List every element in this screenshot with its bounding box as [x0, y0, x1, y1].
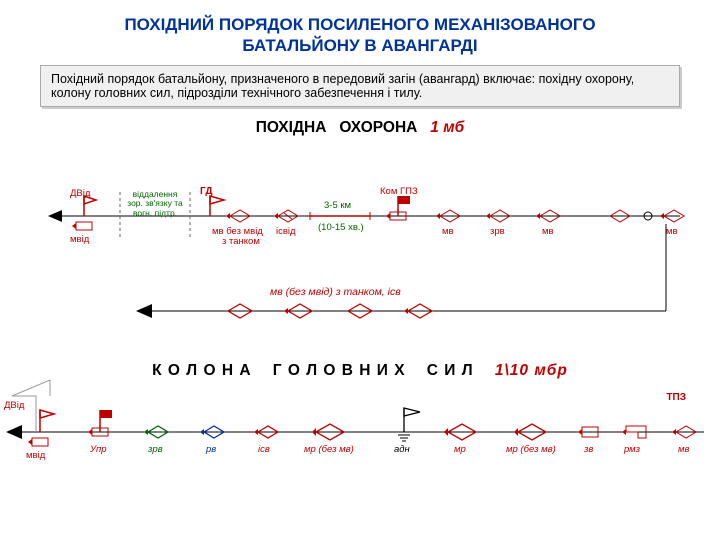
r3-isv: ісв — [258, 444, 270, 455]
lbl-viddal: віддалення зор. зв'язку та вогн. підтр. — [124, 190, 186, 218]
lbl-gd: ГД — [200, 186, 213, 197]
row-okhorona: ДВід мвід віддалення зор. зв'язку та вог… — [40, 186, 700, 246]
lbl-mvid: мвід — [70, 234, 89, 245]
lbl-zrv: зрв — [490, 226, 505, 237]
r3-zv: зв — [584, 444, 593, 455]
row-kolona: ДВід мвід Упр зрв рв ісв мр (без мв) адн… — [4, 400, 710, 464]
lbl-ztankom: з танком — [222, 236, 260, 247]
lbl-komgpz: Ком ГПЗ — [380, 186, 418, 197]
lbl-1015: (10-15 хв.) — [318, 222, 364, 233]
title-line-2: БАТАЛЬЙОНУ В АВАНГАРДІ — [242, 36, 477, 55]
lbl-isvid: ісвід — [276, 226, 296, 237]
section1-title: ПОХІДНА ОХОРОНА 1 мб — [0, 119, 720, 137]
r3-mv: мв — [678, 444, 689, 455]
section2-title: К О Л О Н А Г О Л О В Н И Х С И Л 1\10 м… — [0, 362, 720, 380]
r3-dvid: ДВід — [4, 400, 24, 411]
lbl-35: 3-5 км — [324, 200, 351, 211]
r3-rmz: рмз — [624, 444, 640, 455]
intro-text: Похідний порядок батальйону, призначеног… — [40, 65, 680, 107]
r3-mvid: мвід — [26, 450, 45, 461]
r3-mrbez: мр (без мв) — [304, 444, 354, 455]
r3-zrv: зрв — [148, 444, 163, 455]
lbl-mv2: мв — [542, 226, 554, 237]
row-middle: мв (без мвід) з танком, ісв — [40, 288, 700, 334]
row2-label: мв (без мвід) з танком, ісв — [270, 286, 401, 298]
r3-upr: Упр — [90, 444, 106, 455]
lbl-mv1: мв — [442, 226, 454, 237]
lbl-mv3: мв — [666, 226, 678, 237]
title-line-1: ПОХІДНИЙ ПОРЯДОК ПОСИЛЕНОГО МЕХАНІЗОВАНО… — [124, 15, 595, 34]
lbl-dvid: ДВід — [70, 188, 90, 199]
r3-mrbez2: мр (без мв) — [506, 444, 556, 455]
r3-adn: адн — [394, 444, 410, 455]
r3-rv: рв — [206, 444, 216, 455]
r3-mr: мр — [454, 444, 466, 455]
